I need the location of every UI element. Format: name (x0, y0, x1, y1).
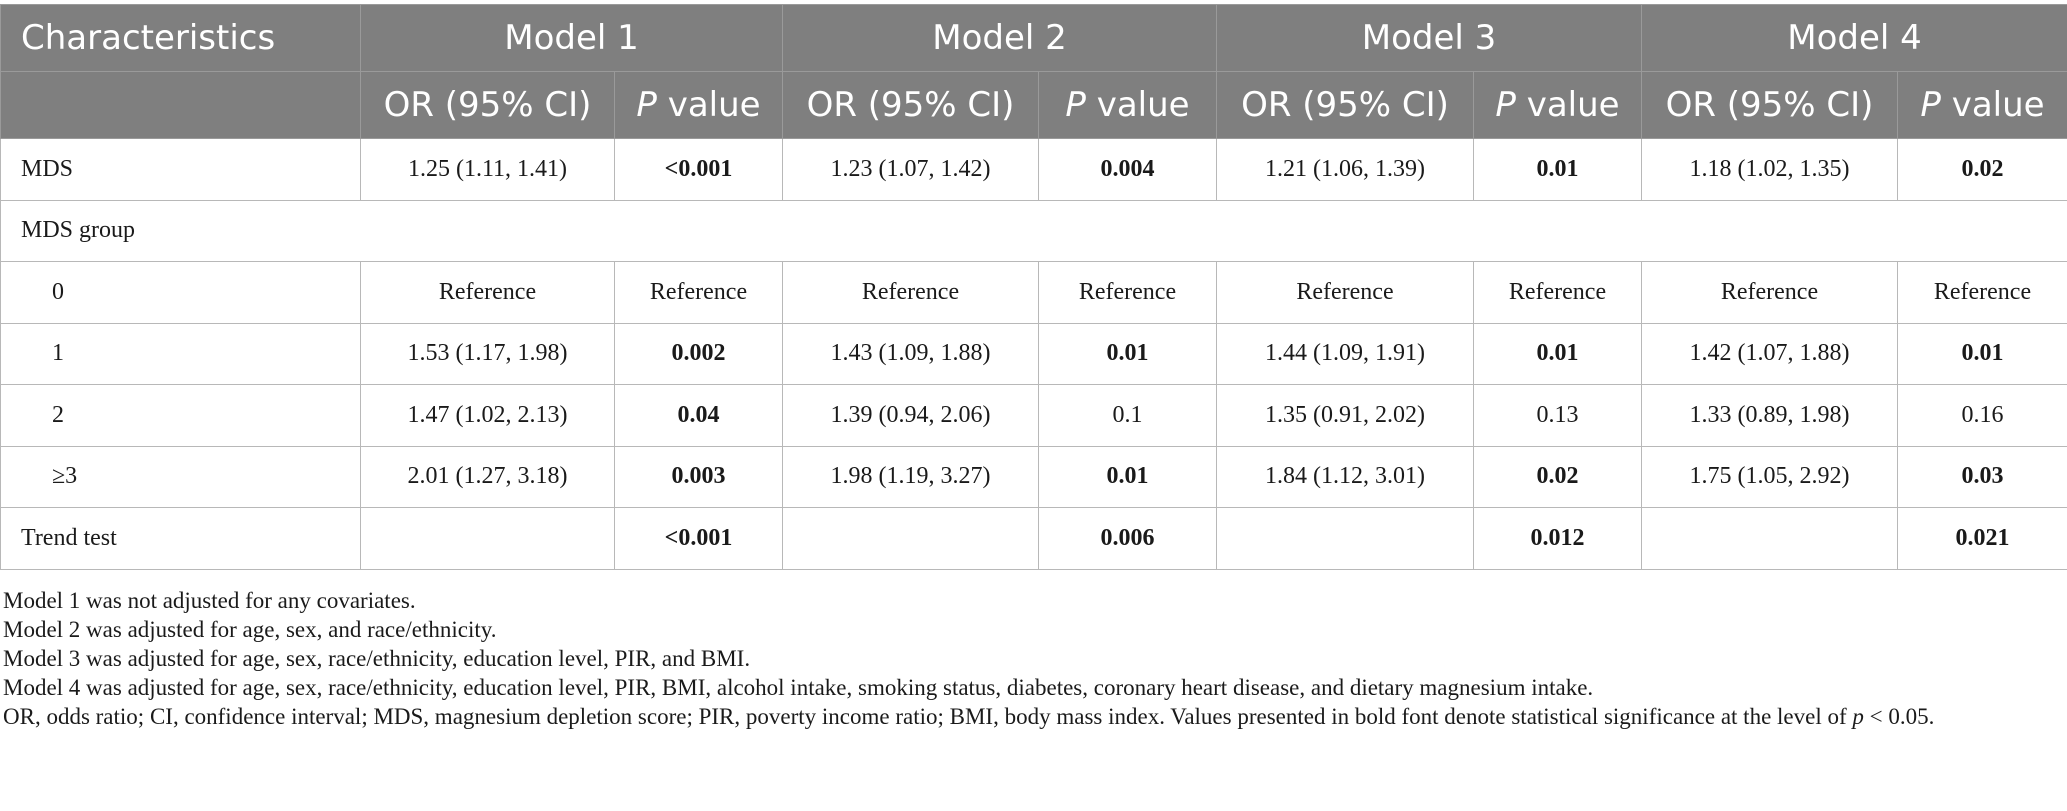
p-value-cell: <0.001 (614, 507, 783, 570)
table-row: ≥3 2.01 (1.27, 3.18) 0.003 1.98 (1.19, 3.27… (0, 445, 2067, 508)
p-value-cell: 0.006 (1038, 507, 1217, 570)
or-ci-cell (1641, 507, 1898, 570)
p-value-cell: Reference (1038, 261, 1217, 324)
or-ci-cell: 1.18 (1.02, 1.35) (1641, 138, 1898, 201)
header-p-value: P value (1038, 71, 1217, 139)
header-model-2: Model 2 (782, 4, 1217, 72)
footnote-model-4: Model 4 was adjusted for age, sex, race/… (3, 675, 1594, 700)
or-ci-cell: Reference (1216, 261, 1474, 324)
p-value-cell: Reference (614, 261, 783, 324)
row-label: MDS (0, 138, 361, 201)
p-value-cell: 0.021 (1897, 507, 2067, 570)
p-value-cell: 0.01 (1473, 322, 1642, 385)
header-p-word: value (1515, 85, 1620, 125)
table-row: MDS group (0, 199, 2067, 262)
row-label: 0 (0, 261, 361, 324)
p-value-cell: 0.004 (1038, 138, 1217, 201)
footnote-model-3: Model 3 was adjusted for age, sex, race/… (3, 646, 751, 671)
p-value-cell: 0.04 (614, 384, 783, 447)
p-value-cell: 0.16 (1897, 384, 2067, 447)
p-value-cell: Reference (1897, 261, 2067, 324)
row-label: 2 (0, 384, 361, 447)
header-p-symbol: P (1920, 85, 1941, 125)
header-p-symbol: P (1495, 85, 1516, 125)
header-p-word: value (656, 85, 761, 125)
footnote-abbreviations: OR, odds ratio; CI, confidence interval;… (3, 702, 2063, 731)
p-value-cell: 0.01 (1038, 445, 1217, 508)
header-p-value: P value (1897, 71, 2067, 139)
footnote-model-2: Model 2 was adjusted for age, sex, and r… (3, 617, 497, 642)
header-or-95ci: OR (95% CI) (782, 71, 1039, 139)
p-value-cell: 0.02 (1473, 445, 1642, 508)
p-value-cell: 0.01 (1038, 322, 1217, 385)
p-value-cell: 0.01 (1897, 322, 2067, 385)
p-value-cell: 0.02 (1897, 138, 2067, 201)
p-value-cell: 0.1 (1038, 384, 1217, 447)
p-value-cell: 0.002 (614, 322, 783, 385)
header-blank (0, 71, 361, 139)
or-ci-cell (782, 507, 1039, 570)
header-row-models: Characteristics Model 1 Model 2 Model 3 … (0, 4, 2067, 72)
or-ci-cell: 1.25 (1.11, 1.41) (360, 138, 615, 201)
header-p-value: P value (614, 71, 783, 139)
or-ci-cell: Reference (782, 261, 1039, 324)
footnote-threshold: < 0.05. (1863, 704, 1935, 729)
header-p-value: P value (1473, 71, 1642, 139)
table-footnotes: Model 1 was not adjusted for any covaria… (3, 586, 2063, 731)
header-row-columns: OR (95% CI) P value OR (95% CI) P value OR (… (0, 71, 2067, 139)
header-p-word: value (1940, 85, 2045, 125)
row-label: 1 (0, 322, 361, 385)
or-ci-cell: Reference (1641, 261, 1898, 324)
header-p-symbol: P (636, 85, 657, 125)
or-ci-cell: 1.84 (1.12, 3.01) (1216, 445, 1474, 508)
or-ci-cell: 1.44 (1.09, 1.91) (1216, 322, 1474, 385)
header-or-95ci: OR (95% CI) (360, 71, 615, 139)
results-table: Characteristics Model 1 Model 2 Model 3 … (0, 4, 2067, 570)
or-ci-cell (360, 507, 615, 570)
footnote-model-1: Model 1 was not adjusted for any covaria… (3, 588, 416, 613)
table-row: 0 Reference Reference Reference Reference Ref… (0, 261, 2067, 324)
table-row: MDS 1.25 (1.11, 1.41) <0.001 1.23 (1.07, 1.… (0, 138, 2067, 201)
header-model-4: Model 4 (1641, 4, 2067, 72)
p-value-cell: 0.13 (1473, 384, 1642, 447)
or-ci-cell: 1.53 (1.17, 1.98) (360, 322, 615, 385)
or-ci-cell: 1.33 (0.89, 1.98) (1641, 384, 1898, 447)
table-body: MDS 1.25 (1.11, 1.41) <0.001 1.23 (1.07, 1.… (0, 138, 2067, 570)
header-model-3: Model 3 (1216, 4, 1642, 72)
header-characteristics: Characteristics (0, 4, 361, 72)
or-ci-cell: 1.21 (1.06, 1.39) (1216, 138, 1474, 201)
footnote-abbreviations-text: OR, odds ratio; CI, confidence interval;… (3, 704, 1853, 729)
or-ci-cell: 1.43 (1.09, 1.88) (782, 322, 1039, 385)
table-row: 1 1.53 (1.17, 1.98) 0.002 1.43 (1.09, 1.88)… (0, 322, 2067, 385)
footnote-p-symbol: p (1852, 704, 1864, 729)
or-ci-cell: 1.23 (1.07, 1.42) (782, 138, 1039, 201)
header-or-95ci: OR (95% CI) (1641, 71, 1898, 139)
header-p-symbol: P (1065, 85, 1086, 125)
row-label: ≥3 (0, 445, 361, 508)
p-value-cell: 0.003 (614, 445, 783, 508)
p-value-cell: <0.001 (614, 138, 783, 201)
table-row: 2 1.47 (1.02, 2.13) 0.04 1.39 (0.94, 2.06) 0… (0, 384, 2067, 447)
table-row: Trend test <0.001 0.006 0.012 0.021 (0, 507, 2067, 570)
p-value-cell: 0.01 (1473, 138, 1642, 201)
or-ci-cell: 1.75 (1.05, 2.92) (1641, 445, 1898, 508)
or-ci-cell: 1.42 (1.07, 1.88) (1641, 322, 1898, 385)
p-value-cell: 0.03 (1897, 445, 2067, 508)
p-value-cell: 0.012 (1473, 507, 1642, 570)
header-or-95ci: OR (95% CI) (1216, 71, 1474, 139)
row-label: MDS group (0, 199, 2067, 262)
or-ci-cell (1216, 507, 1474, 570)
header-p-word: value (1085, 85, 1190, 125)
header-model-1: Model 1 (360, 4, 783, 72)
or-ci-cell: 1.35 (0.91, 2.02) (1216, 384, 1474, 447)
p-value-cell: Reference (1473, 261, 1642, 324)
or-ci-cell: 1.47 (1.02, 2.13) (360, 384, 615, 447)
or-ci-cell: 1.39 (0.94, 2.06) (782, 384, 1039, 447)
or-ci-cell: 2.01 (1.27, 3.18) (360, 445, 615, 508)
or-ci-cell: Reference (360, 261, 615, 324)
or-ci-cell: 1.98 (1.19, 3.27) (782, 445, 1039, 508)
row-label: Trend test (0, 507, 361, 570)
